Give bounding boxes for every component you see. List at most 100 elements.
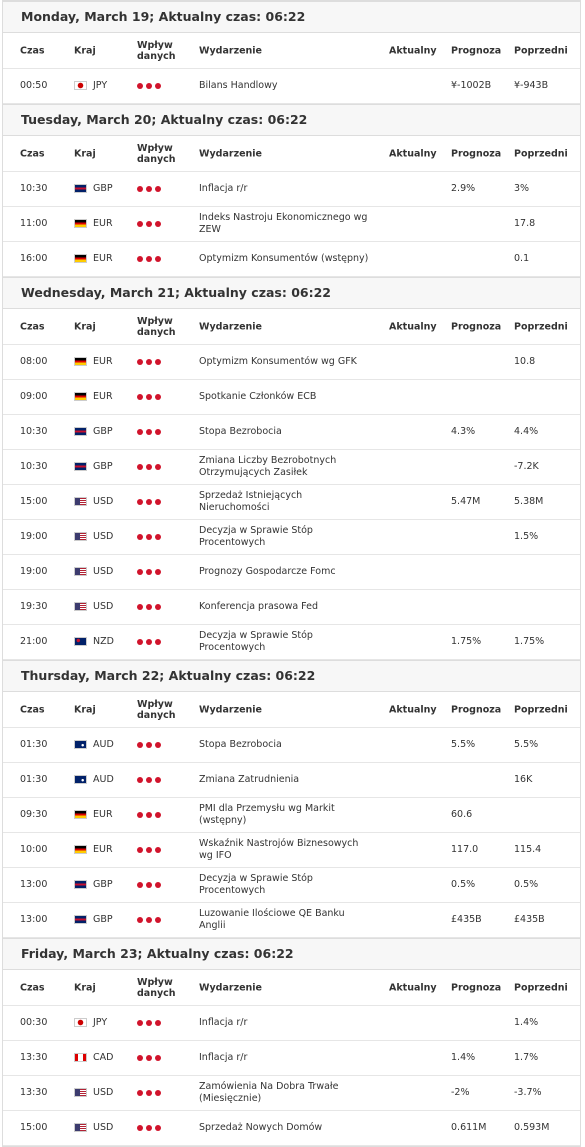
event-cell: Optymizm Konsumentów wg GFK	[3, 345, 374, 379]
column-header: Poprzedni	[514, 982, 568, 993]
previous: 0.5%	[514, 879, 539, 890]
event-cell: PMI dla Przemysłu wg Markit (wstępny)	[3, 798, 374, 832]
column-header: Prognoza	[451, 704, 502, 715]
column-header: Czas	[20, 148, 45, 159]
day-title: Thursday, March 22; Aktualny czas: 06:22	[3, 660, 580, 692]
flag	[74, 915, 87, 924]
forecast: 4.3%	[451, 426, 476, 437]
event-cell: Spotkanie Członków ECB	[3, 380, 374, 414]
impact-dot	[146, 463, 152, 470]
column-header: Wydarzenie	[199, 982, 263, 993]
column-header: Poprzedni	[514, 321, 568, 332]
country: AUD	[74, 739, 114, 751]
header-row: Czas Kraj Wpływ danych Wydarzenie Aktualny Pr…	[3, 970, 580, 1006]
impact	[137, 531, 164, 543]
column-header: Wpływ danych	[137, 39, 176, 62]
column-header: Czas	[20, 982, 45, 993]
time: 16:00	[20, 253, 48, 264]
impact-dot	[146, 220, 152, 227]
event-row: Decyzja w Sprawie Stóp Procentowych 13:00…	[3, 868, 580, 903]
impact-dot	[155, 255, 161, 262]
time: 10:30	[20, 183, 48, 194]
column-header: Aktualny	[389, 704, 437, 715]
forecast: -2%	[451, 1087, 470, 1098]
impact-dot	[137, 881, 143, 888]
event-cell: Zamówienia Na Dobra Trwałe (Miesięcznie)	[3, 1076, 374, 1110]
event-name: Inflacja r/r	[199, 1052, 248, 1063]
time: 15:00	[20, 496, 48, 507]
currency: AUD	[93, 739, 114, 750]
impact-dot	[146, 185, 152, 192]
flag	[74, 602, 87, 611]
event-name: Decyzja w Sprawie Stóp Procentowych	[199, 630, 313, 653]
forecast: 117.0	[451, 844, 479, 855]
flag	[74, 1018, 87, 1027]
event-row: Zamówienia Na Dobra Trwałe (Miesięcznie)…	[3, 1076, 580, 1111]
impact	[137, 809, 164, 821]
event-row: Spotkanie Członków ECB 09:00 EUR	[3, 380, 580, 415]
currency: USD	[93, 566, 114, 577]
impact-dot	[137, 603, 143, 610]
column-header: Czas	[20, 321, 45, 332]
impact	[137, 183, 164, 195]
impact-dot	[155, 463, 161, 470]
country: EUR	[74, 356, 113, 368]
impact	[137, 914, 164, 926]
impact	[137, 774, 164, 786]
event-cell: Stopa Bezrobocia	[3, 415, 374, 449]
time: 10:00	[20, 844, 48, 855]
event-row: Inflacja r/r 13:30 CAD 1.4% 1.7%	[3, 1041, 580, 1076]
event-row: Wskaźnik Nastrojów Biznesowych wg IFO 10:…	[3, 833, 580, 868]
impact-dot	[137, 428, 143, 435]
impact-dot	[137, 1019, 143, 1026]
country: USD	[74, 1122, 113, 1134]
day-title: Tuesday, March 20; Aktualny czas: 06:22	[3, 104, 580, 136]
column-header: Poprzedni	[514, 45, 568, 56]
flag	[74, 567, 87, 576]
impact-dot	[155, 741, 161, 748]
impact-dot	[146, 811, 152, 818]
currency: JPY	[93, 1017, 108, 1028]
forecast: 60.6	[451, 809, 473, 820]
time: 13:30	[20, 1087, 48, 1098]
impact-dot	[137, 811, 143, 818]
time: 21:00	[20, 636, 48, 647]
impact-dot	[137, 255, 143, 262]
impact-dot	[155, 603, 161, 610]
flag	[74, 462, 87, 471]
impact-dot	[137, 185, 143, 192]
impact	[137, 601, 164, 613]
currency: AUD	[93, 774, 114, 785]
impact	[137, 1052, 164, 1064]
previous: 115.4	[514, 844, 542, 855]
event-cell: Konferencja prasowa Fed	[3, 590, 374, 624]
impact	[137, 844, 164, 856]
impact-dot	[155, 568, 161, 575]
event-name: Sprzedaż Nowych Domów	[199, 1122, 323, 1133]
event-name: Sprzedaż Istniejących Nieruchomości	[199, 490, 303, 513]
forecast: 0.5%	[451, 879, 476, 890]
event-cell: Inflacja r/r	[3, 172, 374, 206]
impact	[137, 566, 164, 578]
event-cell: Decyzja w Sprawie Stóp Procentowych	[3, 868, 374, 902]
time: 19:30	[20, 601, 48, 612]
impact-dot	[155, 533, 161, 540]
column-header: Czas	[20, 704, 45, 715]
country: USD	[74, 496, 113, 508]
event-name: Zamówienia Na Dobra Trwałe (Miesięcznie)	[199, 1081, 339, 1104]
impact-dot	[137, 220, 143, 227]
previous: 0.593M	[514, 1122, 550, 1133]
impact-dot	[137, 1124, 143, 1131]
forecast: ¥-1002B	[451, 80, 492, 91]
event-cell: Decyzja w Sprawie Stóp Procentowych	[3, 520, 374, 554]
flag	[74, 254, 87, 263]
impact-dot	[146, 255, 152, 262]
country: GBP	[74, 914, 113, 926]
column-header: Aktualny	[389, 148, 437, 159]
impact-dot	[146, 498, 152, 505]
event-name: Decyzja w Sprawie Stóp Procentowych	[199, 873, 313, 896]
event-row: Sprzedaż Nowych Domów 15:00 USD 0.611M 0.593…	[3, 1111, 580, 1146]
impact-dot	[155, 185, 161, 192]
country: USD	[74, 531, 113, 543]
currency: EUR	[93, 391, 113, 402]
